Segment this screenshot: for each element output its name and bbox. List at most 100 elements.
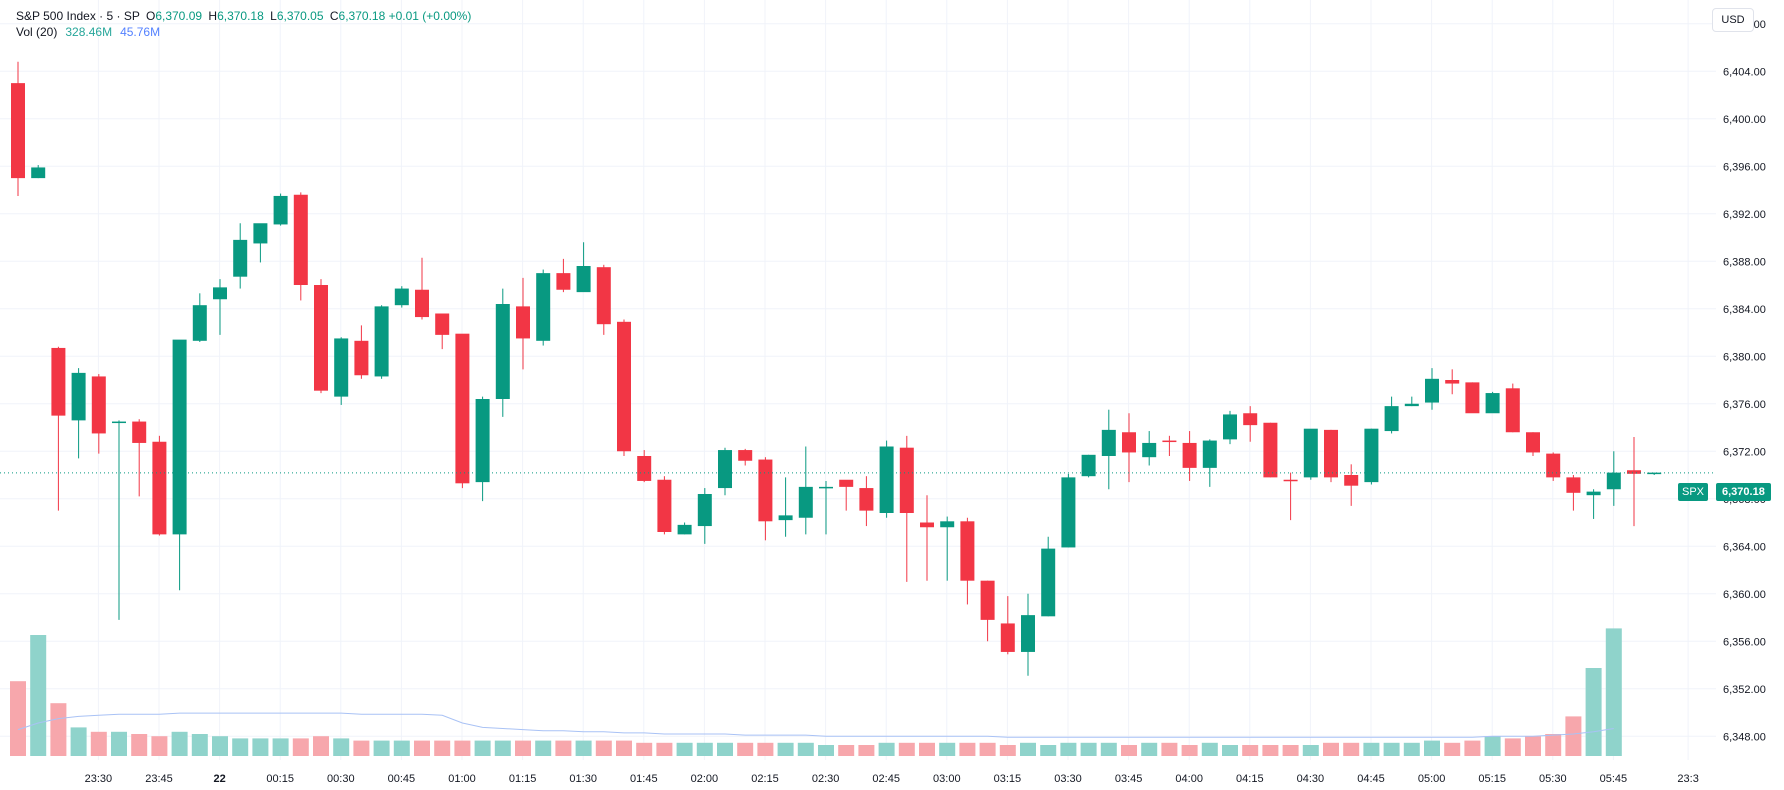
volume-bar [656, 742, 673, 756]
candle-body [1344, 475, 1359, 486]
candle-body [1000, 623, 1015, 652]
candle-body [192, 305, 207, 341]
volume-bar [797, 742, 814, 756]
volume-bar [878, 742, 895, 756]
candle-body [495, 304, 510, 399]
volume-bar [454, 740, 471, 756]
volume-bar [1565, 716, 1582, 756]
candle-body [1162, 440, 1177, 443]
open-value: 6,370.09 [155, 9, 203, 23]
candle-body [879, 446, 894, 513]
time-tick-label: 04:15 [1236, 773, 1264, 785]
time-tick-label: 03:30 [1054, 773, 1082, 785]
volume-bar [1525, 736, 1541, 756]
volume-bar [292, 738, 309, 756]
time-tick-label: 22 [213, 773, 225, 785]
time-tick-label: 23:45 [145, 773, 173, 785]
volume-label[interactable]: Vol (20) [16, 25, 58, 39]
candle-body [1263, 422, 1278, 478]
price-tick-label: 6,404.00 [1723, 66, 1766, 78]
volume-bar [515, 740, 531, 756]
volume-bar [616, 740, 632, 756]
volume-bar [434, 740, 451, 756]
candle-body [738, 450, 753, 461]
candle-body [920, 522, 934, 528]
candle-body [1586, 491, 1601, 496]
candle-body [374, 306, 389, 377]
candle-body [899, 447, 914, 513]
candle-body [556, 273, 571, 290]
candle-body [415, 289, 429, 318]
candle-body [233, 239, 248, 277]
volume-bar [1161, 742, 1178, 756]
chart-legend: S&P 500 Index · 5 · SP O6,370.09 H6,370.… [16, 8, 471, 25]
volume-bar [919, 742, 935, 756]
volume-bar [999, 745, 1016, 756]
candle-body [435, 313, 450, 335]
volume-bar [1201, 742, 1218, 756]
volume-bar [959, 742, 976, 756]
time-tick-label: 01:45 [630, 773, 658, 785]
time-tick-label: 05:30 [1539, 773, 1567, 785]
price-tick-label: 6,384.00 [1723, 304, 1766, 316]
volume-bar [313, 736, 329, 756]
price-tick-label: 6,356.00 [1723, 636, 1766, 648]
volume-bar [535, 740, 552, 756]
candle-body [1303, 428, 1318, 478]
candle-body [516, 306, 530, 339]
currency-button[interactable]: USD [1712, 8, 1754, 32]
volume-bar [1181, 745, 1198, 756]
time-axis[interactable]: 23:30 23:45 22 00:15 00:30 00:45 01:00 01:15 01:… [85, 773, 1699, 785]
candle-body [1425, 378, 1439, 403]
time-tick-label: 05:45 [1600, 773, 1628, 785]
candle-body [31, 167, 46, 179]
time-tick-label: 02:30 [812, 773, 840, 785]
candle-body [152, 441, 167, 535]
candle-body [71, 372, 86, 421]
volume-bar [717, 742, 733, 756]
volume-bar [818, 745, 834, 756]
candle-body [334, 338, 349, 397]
candle-body [1505, 388, 1520, 433]
change-value: +0.01 (+0.00%) [388, 9, 472, 23]
volume-bar [636, 742, 653, 756]
volume-bar [151, 736, 168, 756]
volume-value: 328.46M [65, 25, 113, 39]
volume-bar [414, 740, 430, 756]
candle-body [1223, 414, 1237, 440]
volume-bar [1262, 745, 1279, 756]
price-axis[interactable]: 6,408.006,404.006,400.006,396.006,392.00… [1723, 19, 1766, 744]
volume-bar [1141, 742, 1158, 756]
time-tick-label: 03:45 [1115, 773, 1143, 785]
volume-bar [1403, 742, 1420, 756]
volume-bar [1605, 628, 1622, 756]
candle-body [394, 288, 409, 306]
time-tick-label: 00:45 [388, 773, 416, 785]
volume-bar [30, 635, 47, 756]
volume-bar [191, 734, 208, 756]
symbol-title[interactable]: S&P 500 Index · 5 · SP [16, 9, 140, 23]
candle-body [172, 339, 187, 535]
volume-bar [1545, 734, 1562, 756]
candle-body [1202, 440, 1217, 468]
volume-bar [10, 681, 26, 756]
candle-body [536, 273, 551, 341]
candle-body [1283, 479, 1298, 482]
candle-body [112, 421, 126, 424]
last-price-tag: 6,370.18 [1716, 483, 1771, 501]
candle-body [253, 223, 268, 244]
candle-body [1021, 615, 1035, 652]
volume-bar [131, 734, 148, 756]
candle-body [1122, 432, 1136, 453]
volume-bar [898, 742, 915, 756]
volume-bar [1080, 742, 1097, 756]
candles[interactable] [11, 61, 1662, 676]
volume-bar [1363, 742, 1380, 756]
volume-bar [1121, 745, 1137, 756]
time-tick-label: 23:3 [1677, 773, 1698, 785]
volume-bar [353, 740, 370, 756]
volume-bar [1343, 742, 1360, 756]
candle-body [960, 521, 975, 581]
candle-body [839, 479, 854, 487]
